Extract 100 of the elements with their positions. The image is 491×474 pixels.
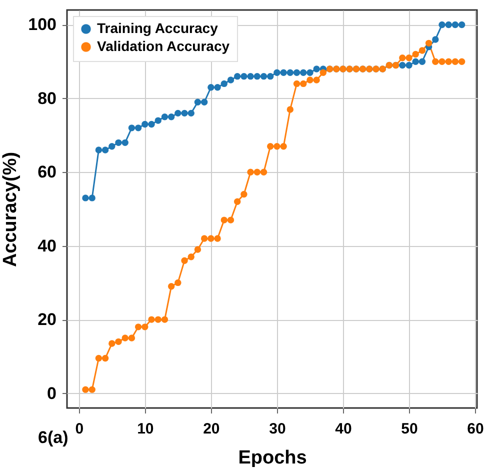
- point: [161, 114, 168, 120]
- point: [306, 69, 314, 76]
- legend-label: Validation Accuracy: [97, 38, 230, 54]
- point: [300, 80, 307, 88]
- point: [194, 98, 202, 106]
- point: [293, 80, 300, 88]
- point: [313, 76, 320, 84]
- legend-label: Training Accuracy: [97, 20, 218, 36]
- point: [122, 334, 128, 342]
- point: [399, 62, 406, 69]
- point: [452, 58, 459, 65]
- point: [247, 168, 254, 176]
- point: [148, 316, 155, 323]
- point: [445, 21, 452, 28]
- point: [220, 80, 228, 88]
- point: [458, 58, 466, 65]
- point: [406, 62, 412, 69]
- point: [88, 194, 96, 202]
- y-axis-title: Accuracy(%): [0, 152, 22, 268]
- point: [227, 76, 234, 84]
- point: [425, 40, 432, 47]
- x-tick-label: 0: [75, 420, 84, 438]
- point: [418, 47, 426, 54]
- point: [194, 246, 202, 253]
- point: [134, 324, 142, 330]
- y-tick-label: 20: [38, 310, 56, 330]
- y-tick-label: 0: [47, 384, 56, 403]
- point: [142, 324, 148, 330]
- point: [134, 124, 142, 132]
- point: [240, 72, 248, 80]
- point: [220, 216, 228, 224]
- point: [254, 72, 260, 80]
- y-tick-label: 40: [38, 236, 56, 256]
- point: [188, 254, 194, 260]
- point: [286, 106, 294, 113]
- point: [200, 98, 208, 106]
- x-tick-label: 10: [137, 420, 154, 438]
- point: [240, 190, 248, 198]
- point: [122, 139, 128, 146]
- y-tick-label: 100: [28, 15, 56, 34]
- point: [181, 110, 188, 117]
- point: [168, 283, 175, 290]
- point: [412, 58, 419, 65]
- point: [82, 386, 89, 393]
- point: [200, 235, 208, 242]
- point: [300, 69, 307, 76]
- point: [280, 69, 287, 76]
- point: [260, 72, 268, 80]
- point: [95, 146, 102, 154]
- point: [214, 235, 221, 242]
- point: [286, 69, 294, 76]
- point: [432, 58, 439, 65]
- y-tick-label: 80: [38, 88, 56, 108]
- point: [181, 257, 188, 264]
- text: 6(a): [38, 428, 68, 448]
- point: [108, 143, 116, 150]
- point: [115, 139, 122, 146]
- point: [214, 84, 221, 91]
- point: [274, 69, 280, 76]
- point: [432, 36, 439, 43]
- point: [280, 143, 287, 150]
- point: [82, 194, 89, 202]
- point: [313, 66, 320, 72]
- point: [399, 54, 406, 62]
- point: [438, 21, 446, 28]
- point: [412, 50, 419, 58]
- point: [174, 279, 182, 286]
- point: [154, 117, 162, 124]
- point: [406, 54, 412, 62]
- point: [254, 168, 260, 176]
- x-tick-label: 30: [269, 420, 286, 438]
- point: [142, 120, 148, 128]
- point: [128, 124, 136, 132]
- x-tick-label: 50: [401, 420, 418, 438]
- point: [260, 168, 268, 176]
- point: [452, 21, 459, 28]
- point: [458, 21, 466, 28]
- point: [306, 76, 314, 84]
- point: [247, 72, 254, 80]
- point: [438, 58, 446, 65]
- point: [266, 143, 274, 150]
- point: [418, 58, 426, 65]
- point: [274, 143, 280, 150]
- point: [102, 354, 109, 362]
- point: [188, 110, 194, 117]
- point: [320, 69, 327, 76]
- point: [154, 316, 162, 323]
- x-tick-label: 20: [203, 420, 220, 438]
- x-tick-label: 60: [467, 420, 484, 438]
- point: [266, 72, 274, 80]
- point: [234, 198, 241, 205]
- point: [95, 354, 102, 362]
- point: [293, 69, 300, 76]
- point: [234, 72, 241, 80]
- point: [88, 386, 96, 393]
- point: [174, 110, 182, 117]
- y-tick-label: 60: [38, 162, 56, 182]
- point: [208, 84, 214, 91]
- point: [108, 340, 116, 347]
- point: [148, 120, 155, 128]
